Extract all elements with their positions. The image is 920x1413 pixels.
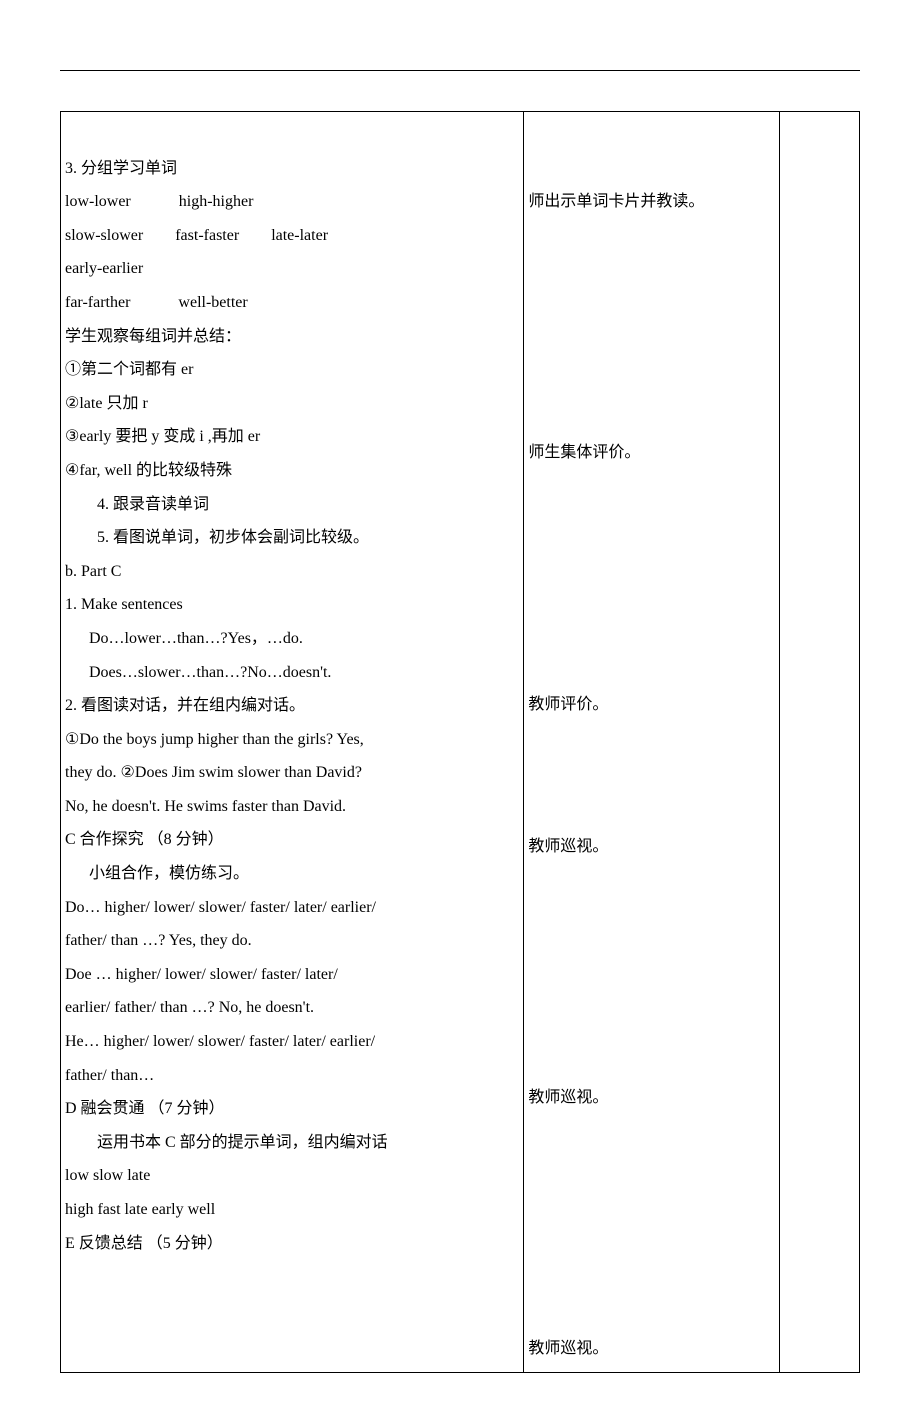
word-pair: late-later [271, 227, 328, 244]
spacing [528, 721, 775, 830]
text-line: 1. Make sentences [65, 588, 519, 622]
lesson-plan-table: 3. 分组学习单词 low-lower high-higher slow-slow… [60, 111, 860, 1373]
text-line: E 反馈总结 （5 分钟） [65, 1227, 519, 1261]
text-line: C 合作探究 （8 分钟） [65, 823, 519, 857]
text-line: 5. 看图说单词，初步体会副词比较级。 [65, 521, 519, 555]
word-pair: slow-slower [65, 227, 143, 244]
blank-line [65, 118, 519, 152]
spacing [528, 219, 775, 328]
text-line: 学生观察每组词并总结： [65, 320, 519, 354]
text-line: ③early 要把 y 变成 i ,再加 er [65, 420, 519, 454]
text-line: 运用书本 C 部分的提示单词，组内编对话 [65, 1126, 519, 1160]
text-line: D 融会贯通 （7 分钟） [65, 1092, 519, 1126]
text-line: ②late 只加 r [65, 387, 519, 421]
text-line: 教师巡视。 [528, 830, 775, 864]
text-line: No, he doesn't. He swims faster than Dav… [65, 790, 519, 824]
text-line: Do… higher/ lower/ slower/ faster/ later… [65, 891, 519, 925]
spacing [528, 1224, 775, 1333]
text-line: they do. ②Does Jim swim slower than Davi… [65, 756, 519, 790]
text-line: 小组合作，模仿练习。 [65, 857, 519, 891]
text-line: earlier/ father/ than …? No, he doesn't. [65, 991, 519, 1025]
text-line: Do…lower…than…?Yes，…do. [65, 622, 519, 656]
text-line: 教师巡视。 [528, 1332, 775, 1366]
text-line: Does…slower…than…?No…doesn't. [65, 656, 519, 690]
text-line: 教师巡视。 [528, 1081, 775, 1115]
text-line: 4. 跟录音读单词 [65, 488, 519, 522]
text-line: b. Part C [65, 555, 519, 589]
page-top-rule [60, 70, 860, 71]
text-line: low-lower high-higher [65, 185, 519, 219]
spacing [528, 864, 775, 973]
spacing [528, 328, 775, 437]
table-row: 3. 分组学习单词 low-lower high-higher slow-slow… [61, 112, 860, 1373]
word-pair: far-farther [65, 294, 130, 311]
word-pair: high-higher [179, 193, 254, 210]
text-line: low slow late [65, 1159, 519, 1193]
text-line: 师生集体评价。 [528, 436, 775, 470]
text-line: far-farther well-better [65, 286, 519, 320]
text-line: Doe … higher/ lower/ slower/ faster/ lat… [65, 958, 519, 992]
text-line: 2. 看图读对话，并在组内编对话。 [65, 689, 519, 723]
blank-line [528, 152, 775, 186]
spacing [528, 579, 775, 688]
spacing [528, 1115, 775, 1224]
spacing [528, 470, 775, 579]
text-line: father/ than …? Yes, they do. [65, 924, 519, 958]
text-line: 3. 分组学习单词 [65, 152, 519, 186]
word-pair: well-better [178, 294, 247, 311]
text-line: ①第二个词都有 er [65, 353, 519, 387]
notes-cell [780, 112, 860, 1373]
text-line: He… higher/ lower/ slower/ faster/ later… [65, 1025, 519, 1059]
blank-line [528, 118, 775, 152]
text-line: ①Do the boys jump higher than the girls?… [65, 723, 519, 757]
text-line: father/ than… [65, 1059, 519, 1093]
teacher-activity-cell: 师出示单词卡片并教读。 师生集体评价。 教师评价。 教师巡视。 教师巡视。 教师… [524, 112, 780, 1373]
text-line: 师出示单词卡片并教读。 [528, 185, 775, 219]
teaching-steps-cell: 3. 分组学习单词 low-lower high-higher slow-slow… [61, 112, 524, 1373]
word-pair: low-lower [65, 193, 131, 210]
text-line: slow-slower fast-faster late-later [65, 219, 519, 253]
text-line: 教师评价。 [528, 688, 775, 722]
word-pair: fast-faster [175, 227, 239, 244]
text-line: ④far, well 的比较级特殊 [65, 454, 519, 488]
spacing [528, 972, 775, 1081]
text-line: high fast late early well [65, 1193, 519, 1227]
text-line: early-earlier [65, 252, 519, 286]
